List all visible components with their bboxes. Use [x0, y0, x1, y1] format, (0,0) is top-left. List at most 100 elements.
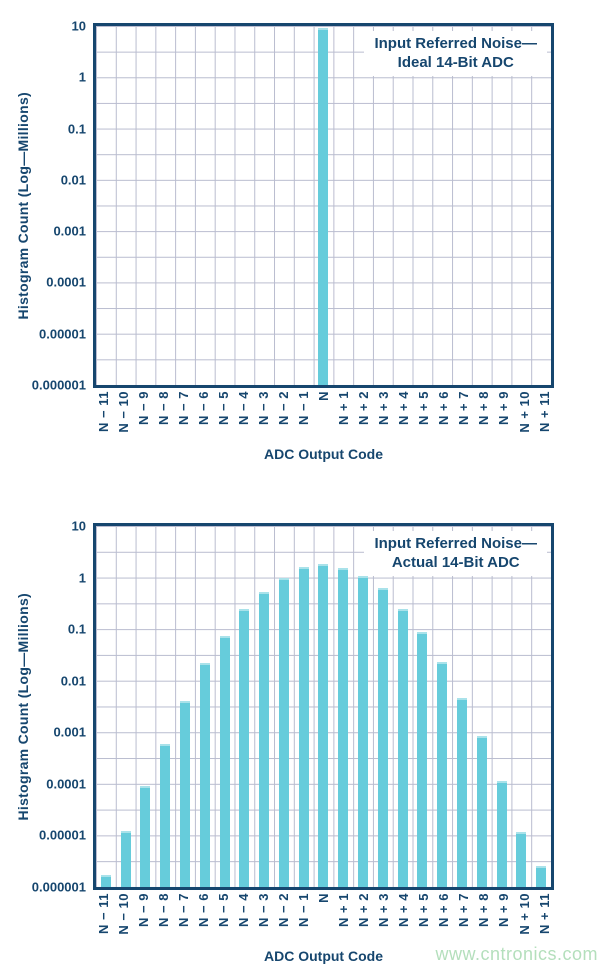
y-tick-label: 1	[78, 570, 86, 586]
y-tick-label: 0.00001	[39, 326, 86, 342]
bar-slot	[314, 526, 334, 887]
bar-slot	[413, 26, 433, 385]
bar-slot	[333, 26, 353, 385]
bar-slot	[492, 526, 512, 887]
x-tick-label: N + 11	[536, 391, 552, 432]
x-tick-label: N + 2	[356, 893, 372, 927]
x-tick-label: N + 3	[376, 391, 392, 425]
bar-slot	[511, 26, 531, 385]
x-tick-N+5: N + 5	[414, 893, 434, 951]
y-axis-tick-labels: 10 1 0.1 0.01 0.001 0.0001 0.00001 0.000001	[0, 19, 86, 393]
y-tick-label: 0.01	[60, 673, 86, 689]
x-tick-label: N + 5	[416, 391, 432, 425]
x-tick-label: N + 8	[476, 391, 492, 425]
bar-N−11	[100, 875, 111, 887]
x-tick-label: N − 1	[295, 391, 311, 425]
x-tick-label: N + 4	[396, 893, 412, 927]
bar-slot	[136, 26, 156, 385]
chart-title-actual: Input Referred Noise— Actual 14-Bit ADC	[364, 531, 547, 576]
x-tick-label: N − 7	[175, 893, 191, 927]
bar-N+6	[437, 662, 448, 887]
x-tick-label: N + 6	[436, 893, 452, 927]
y-tick-label: 10	[71, 518, 86, 534]
x-tick-label: N	[316, 893, 332, 903]
bar-N+2	[358, 576, 369, 887]
bar-slot	[195, 26, 215, 385]
x-tick-N−3: N − 3	[253, 893, 273, 951]
bar-slot	[472, 26, 492, 385]
bars-layer	[96, 526, 551, 887]
x-tick-label: N + 8	[476, 893, 492, 927]
x-tick-label: N + 7	[456, 893, 472, 927]
plot-area-ideal: Input Referred Noise— Ideal 14-Bit ADC	[93, 23, 554, 388]
x-tick-label: N − 4	[235, 893, 251, 927]
x-tick-N+4: N + 4	[394, 391, 414, 449]
bar-slot	[353, 526, 373, 887]
bar-slot	[155, 26, 175, 385]
x-tick-N−6: N − 6	[193, 391, 213, 449]
bar-slot	[373, 26, 393, 385]
bar-slot	[472, 526, 492, 887]
bar-N−8	[160, 743, 171, 887]
bar-slot	[175, 526, 195, 887]
x-tick-N−10: N − 10	[113, 893, 133, 951]
bar-slot	[531, 26, 551, 385]
bar-N	[318, 563, 329, 887]
bar-slot	[393, 26, 413, 385]
x-tick-label: N − 4	[235, 391, 251, 425]
y-tick-label: 0.000001	[31, 879, 86, 895]
x-tick-N+1: N + 1	[334, 391, 354, 449]
bar-slot	[353, 26, 373, 385]
x-tick-label: N + 9	[496, 893, 512, 927]
bar-N+5	[417, 631, 428, 887]
bar-N+8	[476, 735, 487, 887]
bar-slot	[294, 526, 314, 887]
x-tick-N+5: N + 5	[414, 391, 434, 449]
bar-slot	[136, 526, 156, 887]
bar-N−2	[278, 577, 289, 887]
x-tick-label: N − 2	[275, 893, 291, 927]
x-tick-label: N − 6	[195, 391, 211, 425]
x-tick-N+4: N + 4	[394, 893, 414, 951]
x-tick-label: N + 5	[416, 893, 432, 927]
x-tick-N+10: N + 10	[514, 391, 534, 449]
chart-title-line1: Input Referred Noise—	[374, 535, 537, 552]
y-axis-tick-labels: 10 1 0.1 0.01 0.001 0.0001 0.00001 0.000001	[0, 519, 86, 895]
x-tick-N+7: N + 7	[454, 893, 474, 951]
bar-slot	[234, 26, 254, 385]
x-tick-N−8: N − 8	[153, 391, 173, 449]
x-tick-label: N − 9	[135, 893, 151, 927]
x-tick-N: N	[314, 893, 334, 951]
bar-slot	[234, 526, 254, 887]
x-tick-label: N + 4	[396, 391, 412, 425]
bar-slot	[96, 26, 116, 385]
x-tick-N−3: N − 3	[253, 391, 273, 449]
bar-slot	[96, 526, 116, 887]
x-tick-label: N + 3	[376, 893, 392, 927]
bar-N−3	[259, 591, 270, 887]
bar-slot	[373, 526, 393, 887]
bar-slot	[254, 526, 274, 887]
x-tick-N+8: N + 8	[474, 391, 494, 449]
bar-slot	[511, 526, 531, 887]
x-tick-N−7: N − 7	[173, 391, 193, 449]
x-tick-label: N + 6	[436, 391, 452, 425]
x-tick-label: N − 8	[155, 391, 171, 425]
x-tick-N−6: N − 6	[193, 893, 213, 951]
x-tick-label: N + 1	[336, 391, 352, 425]
x-tick-label: N + 9	[496, 391, 512, 425]
y-tick-label: 0.001	[53, 223, 86, 239]
bar-slot	[215, 526, 235, 887]
chart-title-ideal: Input Referred Noise— Ideal 14-Bit ADC	[364, 31, 547, 76]
x-tick-N−1: N − 1	[293, 391, 313, 449]
bar-N+4	[397, 608, 408, 887]
bar-N−4	[239, 608, 250, 887]
bar-N+11	[536, 865, 547, 887]
bar-slot	[452, 26, 472, 385]
chart-title-line1: Input Referred Noise—	[374, 35, 537, 52]
y-tick-label: 0.0001	[46, 274, 86, 290]
bar-slot	[452, 526, 472, 887]
x-tick-label: N − 11	[95, 391, 111, 432]
x-tick-N+10: N + 10	[514, 893, 534, 951]
